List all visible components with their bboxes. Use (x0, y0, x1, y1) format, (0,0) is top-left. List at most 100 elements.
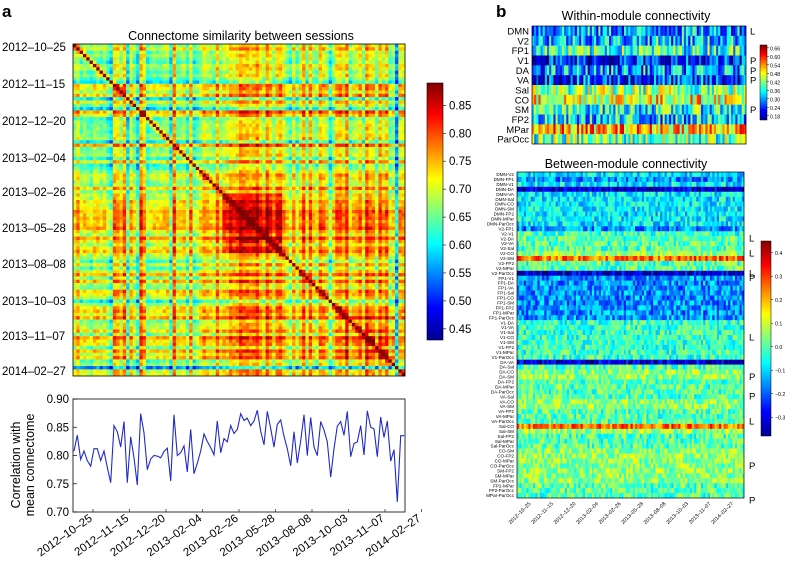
similarity-cell (395, 117, 399, 121)
similarity-cell (146, 81, 150, 85)
similarity-cell (285, 127, 289, 131)
similarity-cell (219, 134, 223, 138)
similarity-cell (226, 87, 230, 91)
similarity-cell (319, 137, 323, 141)
similarity-cell (196, 150, 200, 154)
similarity-cell (73, 54, 77, 58)
similarity-cell (398, 124, 402, 128)
similarity-cell (368, 183, 372, 187)
similarity-cell (156, 130, 160, 134)
similarity-cell (332, 107, 336, 111)
similarity-cell (106, 157, 110, 161)
similarity-cell (332, 130, 336, 134)
similarity-cell (269, 197, 273, 201)
similarity-cell (176, 207, 180, 211)
similarity-cell (385, 77, 389, 81)
similarity-cell (322, 160, 326, 164)
similarity-cell (169, 90, 173, 94)
similarity-cell (279, 147, 283, 151)
similarity-cell (249, 47, 253, 51)
similarity-cell (256, 87, 260, 91)
similarity-cell (73, 154, 77, 158)
similarity-cell (136, 120, 140, 124)
similarity-cell (232, 190, 236, 194)
similarity-cell (398, 187, 402, 191)
similarity-cell (372, 54, 376, 58)
similarity-cell (398, 120, 402, 124)
similarity-cell (139, 127, 143, 131)
similarity-cell (249, 150, 253, 154)
similarity-cell (133, 144, 137, 148)
similarity-cell (312, 170, 316, 174)
similarity-cell (159, 157, 163, 161)
similarity-cell (106, 197, 110, 201)
similarity-cell (126, 164, 130, 168)
similarity-cell (163, 200, 167, 204)
similarity-cell (73, 64, 77, 68)
similarity-cell (395, 127, 399, 131)
similarity-cell (335, 160, 339, 164)
similarity-cell (252, 64, 256, 68)
similarity-cell (319, 51, 323, 55)
similarity-cell (309, 94, 313, 98)
similarity-cell (202, 154, 206, 158)
similarity-cell (365, 114, 369, 118)
similarity-cell (372, 193, 376, 197)
similarity-cell (249, 177, 253, 181)
similarity-cell (269, 51, 273, 55)
similarity-cell (106, 81, 110, 85)
similarity-cell (299, 87, 303, 91)
similarity-cell (196, 61, 200, 65)
similarity-cell (229, 77, 233, 81)
similarity-cell (329, 51, 333, 55)
similarity-cell (382, 127, 386, 131)
similarity-cell (202, 190, 206, 194)
similarity-cell (216, 203, 220, 207)
similarity-cell (299, 177, 303, 181)
similarity-cell (375, 190, 379, 194)
similarity-cell (166, 130, 170, 134)
similarity-cell (299, 157, 303, 161)
similarity-cell (93, 90, 97, 94)
similarity-cell (236, 64, 240, 68)
similarity-cell (319, 87, 323, 91)
similarity-cell (116, 130, 120, 134)
similarity-cell (335, 164, 339, 168)
similarity-cell (232, 77, 236, 81)
similarity-cell (242, 140, 246, 144)
similarity-cell (96, 97, 100, 101)
similarity-cell (176, 71, 180, 75)
similarity-cell (256, 104, 260, 108)
similarity-cell (282, 150, 286, 154)
similarity-cell (259, 117, 263, 121)
similarity-cell (259, 140, 263, 144)
similarity-cell (123, 51, 127, 55)
similarity-cell (349, 157, 353, 161)
similarity-cell (349, 100, 353, 104)
similarity-cell (153, 64, 157, 68)
similarity-cell (262, 180, 266, 184)
similarity-cell (246, 144, 250, 148)
similarity-cell (332, 167, 336, 171)
similarity-cell (169, 127, 173, 131)
similarity-cell (252, 97, 256, 101)
similarity-cell (269, 190, 273, 194)
similarity-cell (156, 150, 160, 154)
similarity-cell (206, 147, 210, 151)
similarity-cell (269, 144, 273, 148)
similarity-cell (299, 71, 303, 75)
similarity-cell (186, 140, 190, 144)
similarity-cell (90, 200, 94, 204)
similarity-cell (173, 47, 177, 51)
similarity-cell (262, 84, 266, 88)
similarity-cell (256, 84, 260, 88)
similarity-cell (249, 127, 253, 131)
similarity-cell (365, 61, 369, 65)
similarity-cell (349, 97, 353, 101)
similarity-cell (100, 134, 104, 138)
similarity-cell (252, 71, 256, 75)
similarity-cell (156, 183, 160, 187)
similarity-cell (382, 74, 386, 78)
similarity-cell (86, 160, 90, 164)
similarity-cell (136, 190, 140, 194)
